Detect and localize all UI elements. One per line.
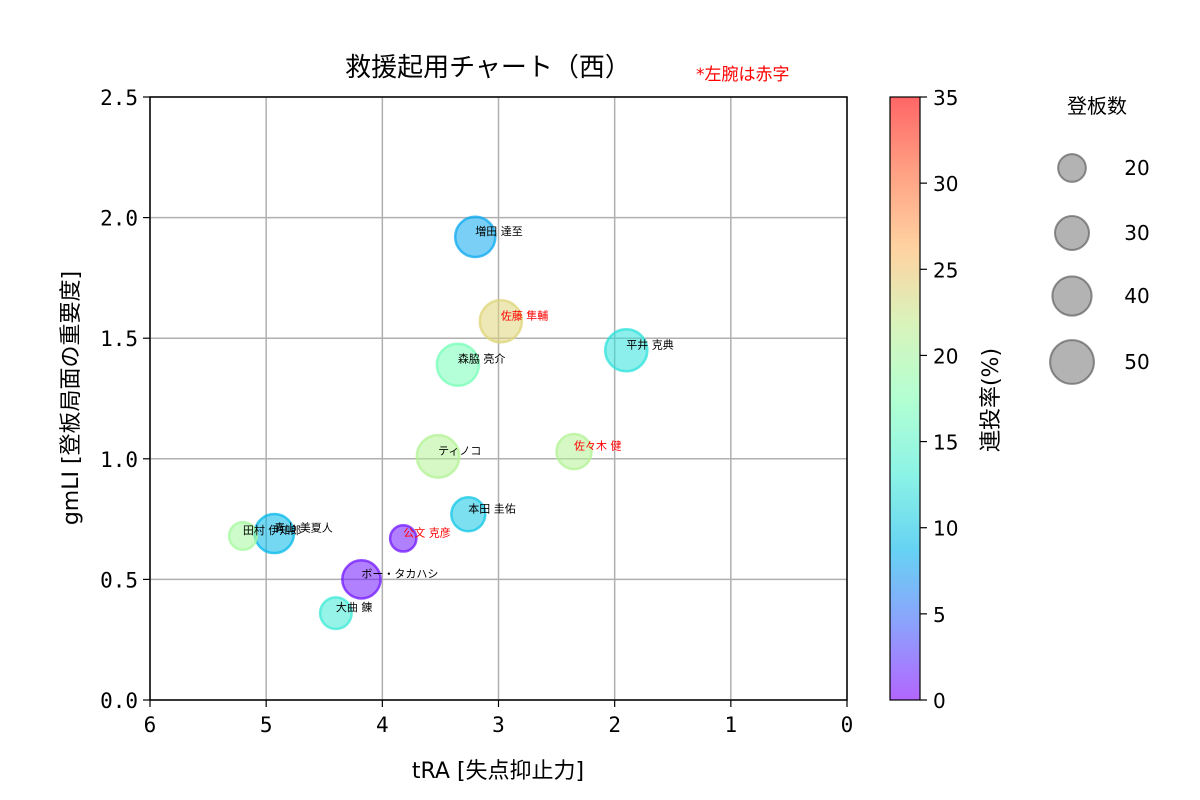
point-label: 平井 克典 [626, 337, 674, 351]
size-legend-entries: 20 30 40 50 [1049, 153, 1150, 385]
colorbar-tick-label: 30 [933, 172, 958, 196]
point-label: ティノコ [438, 444, 481, 457]
colorbar: 0 5 10 15 20 25 30 35 連投率(%) [889, 86, 1004, 713]
size-legend-marker [1057, 153, 1087, 183]
colorbar-tick-label: 10 [933, 517, 958, 541]
data-point [450, 496, 487, 533]
data-point [318, 596, 353, 631]
point-label: 増田 達至 [475, 225, 523, 238]
colorbar-gradient [890, 97, 920, 700]
x-tick-label: 3 [492, 713, 505, 737]
y-tick-label: 2.0 [100, 207, 138, 231]
x-axis-ticks: 6 5 4 3 2 1 0 [144, 700, 854, 737]
y-tick-label: 1.5 [100, 327, 138, 351]
data-point [604, 327, 649, 373]
colorbar-label: 連投率(%) [979, 348, 1004, 452]
y-tick-label: 2.5 [100, 86, 138, 110]
size-legend-marker [1054, 215, 1090, 251]
data-point [478, 299, 524, 344]
point-label: 佐藤 隼輔 [501, 308, 549, 322]
x-axis-label: tRA [失点抑止力] [412, 759, 584, 784]
point-label: 大曲 錬 [336, 600, 373, 614]
point-label: ボー・タカハシ [361, 567, 438, 580]
data-point [227, 520, 259, 552]
point-label: 森脇 亮介 [458, 352, 506, 366]
data-point [415, 433, 461, 479]
point-label: 青山 美夏人 [274, 522, 333, 535]
x-tick-label: 6 [144, 713, 157, 737]
colorbar-tick-label: 15 [933, 431, 958, 455]
point-label: 公文 克彦 [403, 525, 451, 539]
x-tick-label: 0 [841, 713, 854, 737]
x-tick-label: 5 [260, 713, 273, 737]
x-tick-label: 4 [376, 713, 389, 737]
y-axis-ticks: 0.0 0.5 1.0 1.5 2.0 2.5 [100, 86, 150, 713]
size-legend-label: 20 [1124, 156, 1149, 180]
colorbar-ticks: 0 5 10 15 20 25 30 35 [920, 86, 958, 713]
y-tick-label: 0.0 [100, 689, 138, 713]
size-legend-marker [1049, 339, 1095, 385]
data-points [227, 215, 649, 631]
lefty-note: *左腕は赤字 [696, 65, 790, 85]
colorbar-tick-label: 25 [933, 258, 958, 282]
y-tick-label: 1.0 [100, 448, 138, 472]
y-tick-label: 0.5 [100, 568, 138, 592]
data-point [341, 559, 382, 600]
chart-title: 救援起用チャート（西） [345, 53, 631, 83]
data-point [453, 215, 497, 259]
size-legend-label: 30 [1124, 221, 1149, 245]
gridlines [149, 96, 848, 701]
data-point [435, 342, 481, 388]
point-label: 佐々木 健 [574, 439, 622, 453]
x-tick-label: 2 [608, 713, 621, 737]
colorbar-tick-label: 5 [933, 603, 946, 627]
data-point [388, 523, 418, 553]
colorbar-tick-label: 0 [933, 689, 946, 713]
colorbar-frame [889, 96, 921, 701]
point-label: 田村 伊知郎 [243, 523, 302, 537]
point-label: 本田 圭佑 [468, 501, 515, 515]
size-legend-label: 50 [1124, 350, 1149, 374]
colorbar-tick-label: 20 [933, 344, 958, 368]
colorbar-tick-label: 35 [933, 86, 958, 110]
size-legend-label: 40 [1124, 284, 1149, 308]
size-legend-title: 登板数 [1067, 94, 1127, 118]
size-legend-marker [1051, 275, 1093, 317]
y-axis-label: gmLI [登板局面の重要度] [59, 271, 84, 525]
size-legend: 登板数 20 30 40 50 [1049, 94, 1150, 385]
x-tick-label: 1 [725, 713, 738, 737]
data-point [555, 432, 593, 471]
